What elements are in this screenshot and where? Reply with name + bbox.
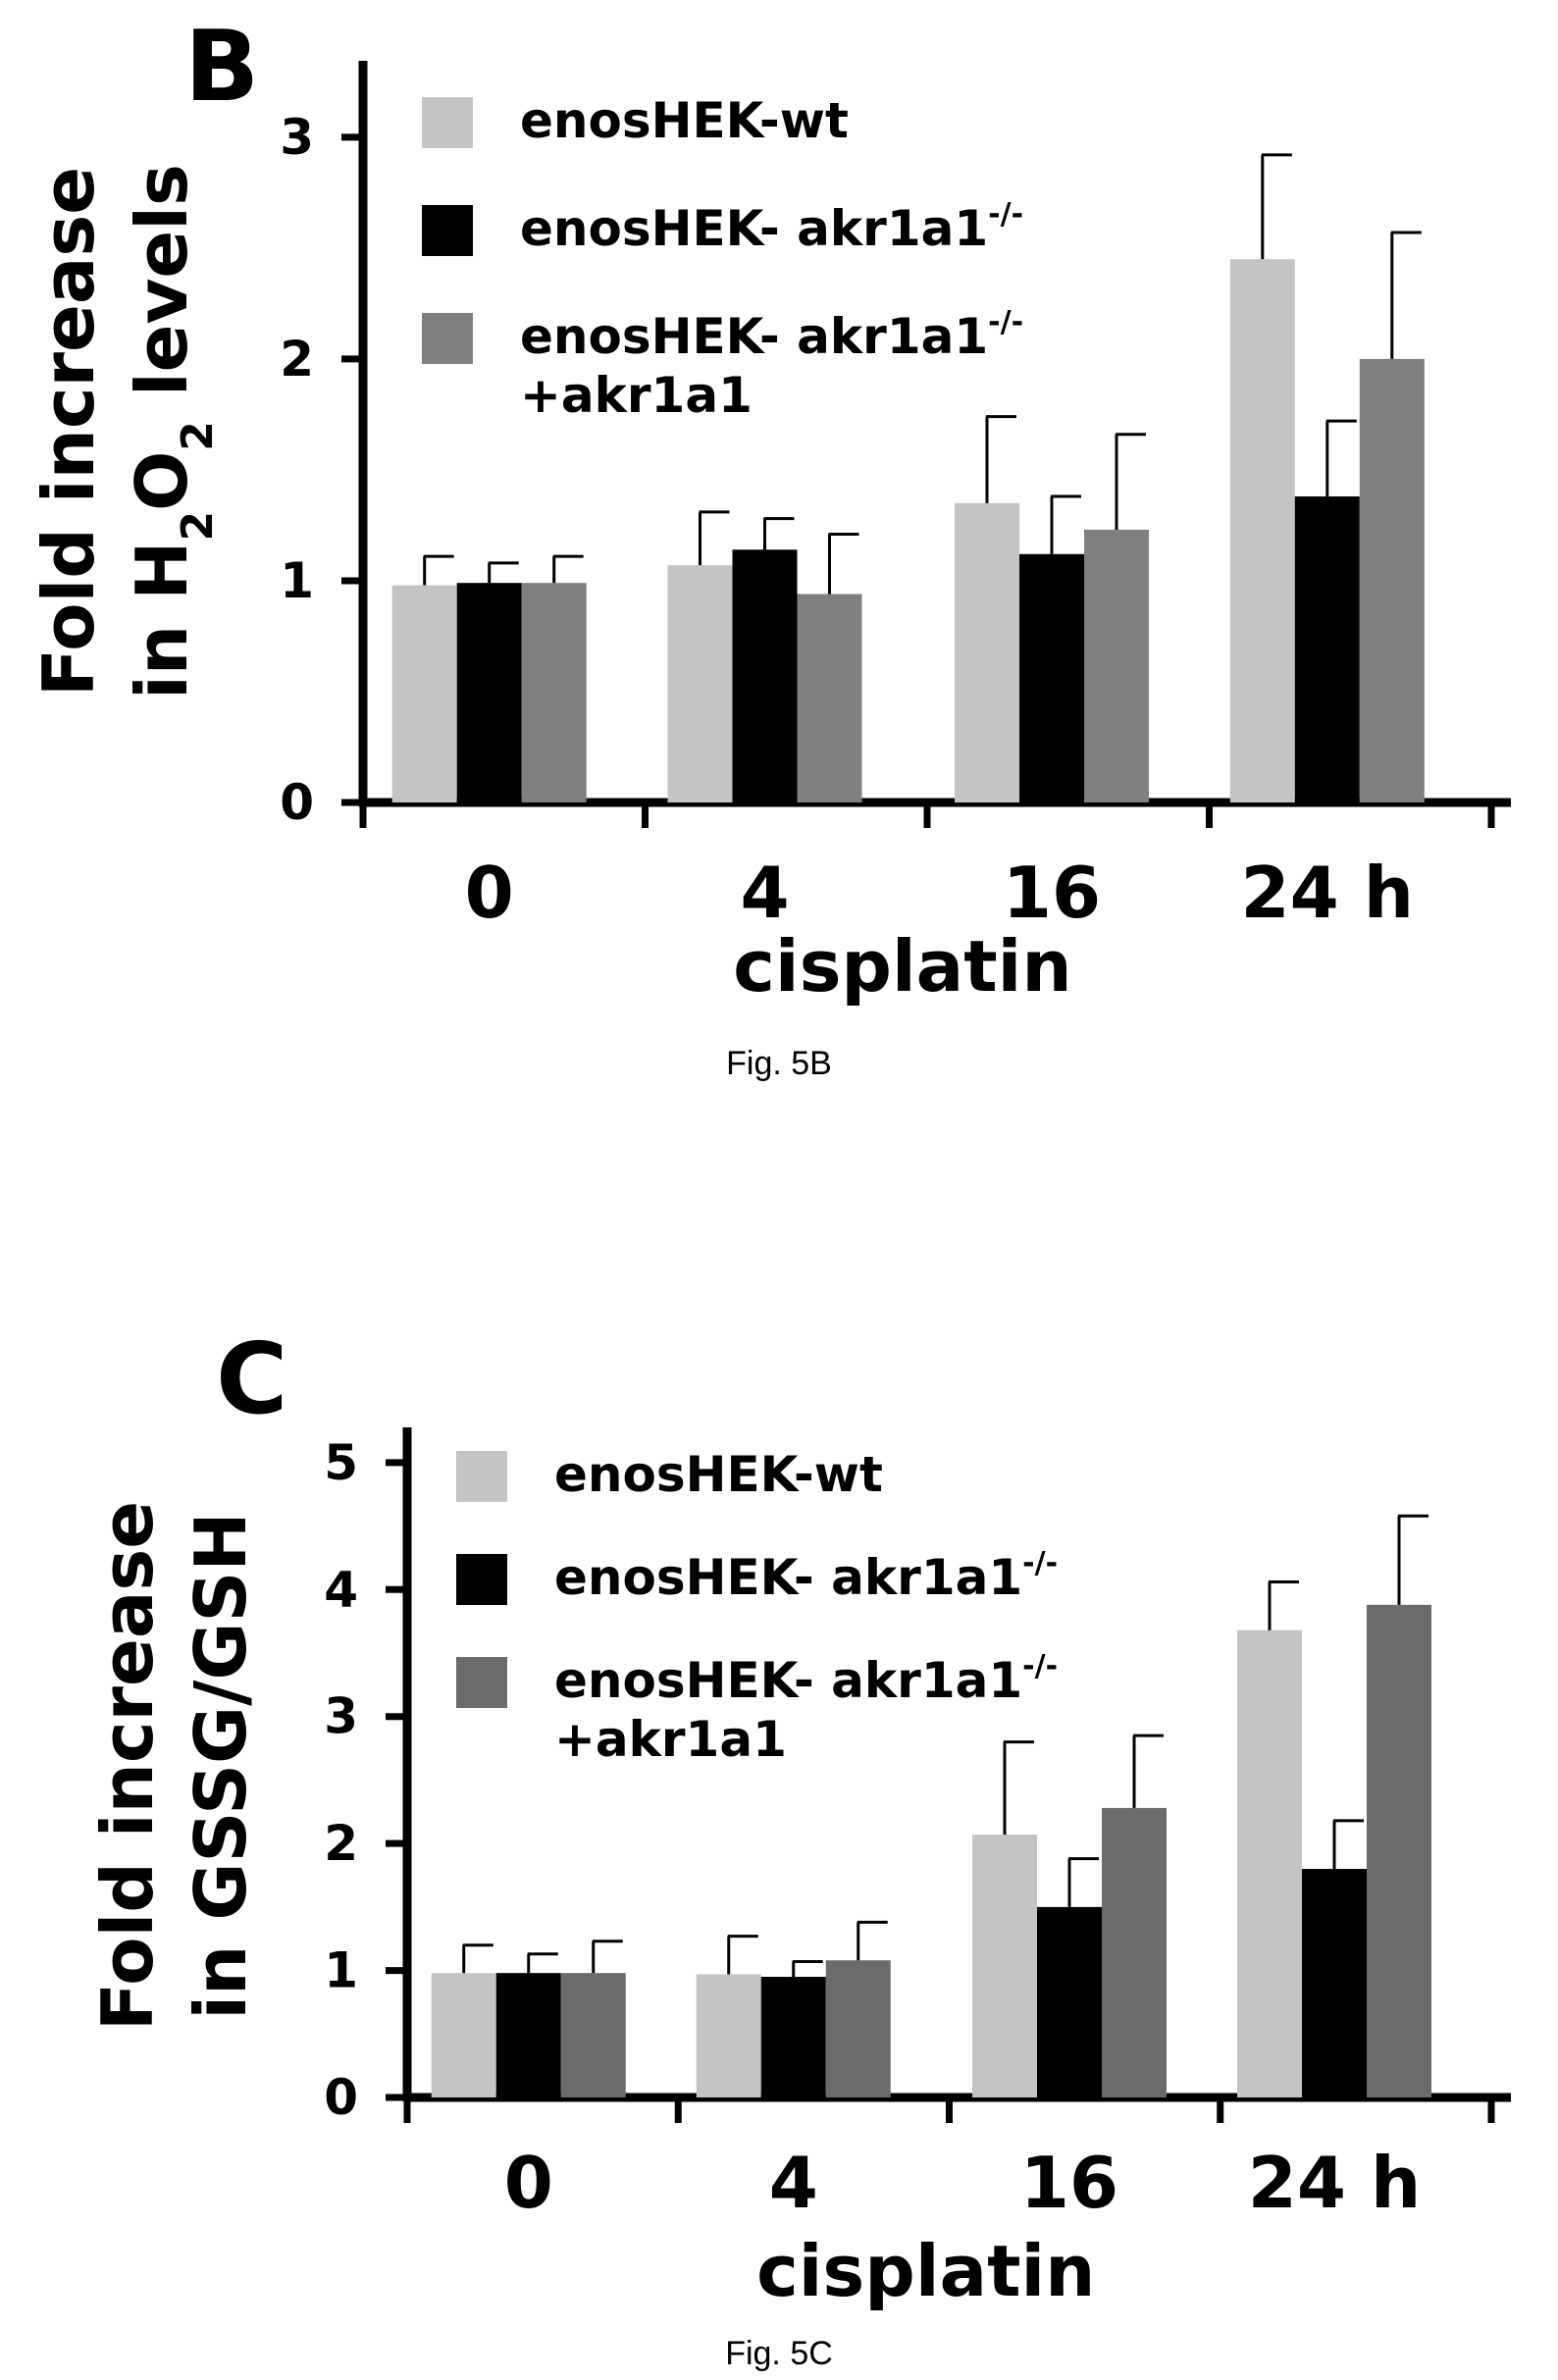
legend-label-superscript: -/- [988, 305, 1023, 339]
legend-label-superscript: -/- [1022, 1649, 1058, 1683]
bar [1019, 553, 1084, 802]
y-tick-label: 0 [324, 2069, 358, 2126]
bar [760, 1977, 826, 2097]
bar [456, 583, 522, 802]
legend-label-text: enosHEK- akr1a1 [554, 1652, 1022, 1709]
legend-swatch [456, 1554, 507, 1605]
y-axis-label-text: in H [121, 542, 203, 699]
bar [1294, 496, 1360, 802]
panel-letter-c: C [216, 1321, 287, 1436]
y-tick-label: 3 [280, 109, 314, 166]
y-axis-label-line2: in H2O2 levels [121, 164, 223, 699]
legend-label-superscript: -/- [988, 197, 1023, 232]
bar [797, 594, 862, 802]
x-tick-label: 24 h [1248, 2142, 1422, 2224]
bar [696, 1974, 761, 2097]
y-tick-label: 4 [324, 1561, 358, 1618]
x-axis-label: cisplatin [733, 925, 1071, 1008]
y-axis-label-text: O [121, 451, 203, 511]
legend-label-text: enosHEK-wt [520, 92, 849, 149]
bar [955, 502, 1019, 802]
x-tick-label: 0 [504, 2142, 553, 2224]
bar [431, 1973, 496, 2097]
chart-panel-c: C 0 1 2 3 4 5 0 4 16 24 h cisplatin Fold increase in … [86, 1321, 1511, 2372]
figure-caption: Fig. 5B [726, 1045, 832, 1082]
legend-swatch [422, 205, 473, 256]
y-tick-label: 5 [324, 1434, 358, 1491]
x-tick-label: 4 [769, 2142, 818, 2224]
legend-swatch [422, 97, 473, 148]
bar [1359, 358, 1425, 802]
y-tick-label: 3 [324, 1688, 358, 1745]
y-axis-label-subscript: 2 [173, 511, 223, 542]
y-tick-label: 2 [324, 1815, 358, 1872]
bar [560, 1973, 626, 2097]
legend-label-superscript: -/- [1022, 1546, 1058, 1580]
legend-label-line2: +akr1a1 [554, 1711, 787, 1768]
legend-label: enosHEK- akr1a1-/- [554, 1649, 1058, 1709]
bar [972, 1835, 1037, 2097]
bar [1102, 1807, 1167, 2097]
legend-label: enosHEK-wt [520, 92, 849, 149]
y-axis-label-text: levels [121, 164, 203, 421]
y-tick-label: 2 [280, 331, 314, 388]
bar [1237, 1630, 1302, 2097]
x-tick-label: 4 [740, 852, 789, 934]
bar [1037, 1906, 1102, 2097]
legend-label-text: enosHEK- akr1a1 [520, 308, 988, 365]
bar [521, 583, 587, 802]
y-tick-label: 1 [324, 1942, 358, 1999]
legend-label: enosHEK- akr1a1-/- [520, 197, 1023, 257]
x-tick-label: 16 [1020, 2142, 1118, 2224]
panel-letter-b: B [184, 9, 259, 124]
y-tick-label: 0 [280, 774, 314, 831]
y-axis-label-line1: Fold increase [27, 167, 110, 697]
bar [825, 1960, 891, 2097]
y-axis-label-line2: in GSSG/GSH [180, 1512, 262, 2019]
x-axis-label: cisplatin [756, 2230, 1095, 2312]
x-tick-label: 16 [1003, 852, 1101, 934]
bar [495, 1973, 561, 2097]
legend-label: enosHEK- akr1a1-/- [554, 1546, 1058, 1606]
legend-label-text: enosHEK-wt [554, 1446, 883, 1503]
legend-label: enosHEK-wt [554, 1446, 883, 1503]
y-tick-label: 1 [280, 552, 314, 609]
figure-caption: Fig. 5C [725, 2335, 833, 2372]
legend-label: enosHEK- akr1a1-/- [520, 305, 1023, 365]
y-axis-label-subscript: 2 [173, 421, 223, 451]
legend-label-line2: +akr1a1 [520, 367, 753, 424]
y-axis-label-line1: Fold increase [86, 1501, 169, 2031]
legend-swatch [422, 313, 473, 364]
legend-label-text: enosHEK- akr1a1 [520, 200, 988, 257]
x-tick-label: 0 [465, 852, 514, 934]
bar [667, 565, 733, 802]
bar [391, 585, 457, 802]
legend-swatch [456, 1451, 507, 1502]
bar [1302, 1869, 1367, 2097]
bar [1367, 1604, 1431, 2097]
bar [1084, 529, 1149, 802]
bar [1229, 259, 1295, 803]
legend-swatch [456, 1657, 507, 1708]
x-tick-label: 24 h [1241, 852, 1415, 934]
bar [732, 549, 798, 802]
legend-label-text: enosHEK- akr1a1 [554, 1549, 1022, 1606]
y-axis-label-text: in GSSG/GSH [180, 1512, 262, 2019]
